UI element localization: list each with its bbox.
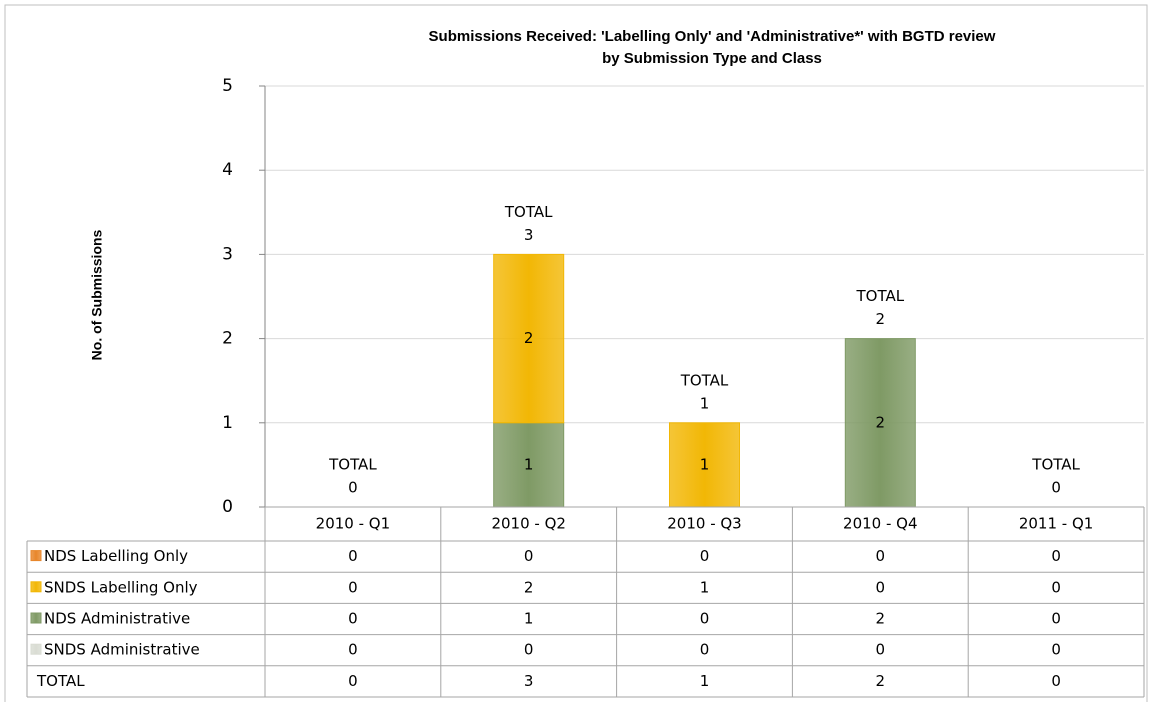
y-tick-label: 4: [222, 160, 233, 180]
table-cell: 0: [348, 610, 358, 628]
table-row-label: TOTAL: [36, 672, 85, 690]
data-label: 1: [524, 455, 534, 473]
table-cell: 0: [348, 641, 358, 659]
legend-label: SNDS Labelling Only: [44, 578, 198, 596]
table-cell: 0: [1051, 641, 1061, 659]
x-tick-label: 2010 - Q4: [843, 515, 917, 533]
y-tick-label: 0: [222, 497, 233, 517]
table-cell: 3: [524, 672, 534, 690]
table-cell: 2: [876, 672, 886, 690]
chart-title: Submissions Received: 'Labelling Only' a…: [429, 28, 996, 45]
legend-label: NDS Administrative: [44, 610, 190, 628]
bar-segment: [669, 422, 740, 508]
table-cell: 1: [700, 578, 710, 596]
total-value: 0: [348, 479, 358, 497]
table-cell: 0: [1051, 672, 1061, 690]
table-cell: 0: [700, 547, 710, 565]
x-tick-label: 2010 - Q2: [491, 515, 565, 533]
total-label: TOTAL: [504, 203, 553, 221]
total-value: 1: [700, 394, 710, 412]
bar-segment: [493, 422, 565, 508]
total-label: TOTAL: [856, 287, 905, 305]
bar-segment: [493, 253, 565, 424]
x-tick-label: 2010 - Q1: [316, 515, 390, 533]
y-axis-label: No. of Submissions: [89, 229, 105, 360]
data-label: 2: [876, 413, 886, 431]
x-tick-label: 2011 - Q1: [1019, 515, 1093, 533]
legend-swatch: [30, 550, 42, 562]
data-label: 2: [524, 329, 534, 347]
total-value: 0: [1051, 479, 1061, 497]
legend-swatch: [30, 612, 42, 624]
table-cell: 2: [876, 610, 886, 628]
legend-label: SNDS Administrative: [44, 641, 200, 659]
table-cell: 0: [876, 547, 886, 565]
table-cell: 0: [348, 578, 358, 596]
y-tick-label: 5: [222, 76, 233, 96]
y-tick-label: 3: [222, 244, 233, 264]
table-cell: 0: [1051, 610, 1061, 628]
table-cell: 0: [700, 641, 710, 659]
table-cell: 1: [700, 672, 710, 690]
table-cell: 0: [348, 672, 358, 690]
legend-swatch: [30, 581, 42, 593]
table-cell: 0: [348, 547, 358, 565]
table-cell: 0: [876, 641, 886, 659]
table-cell: 0: [524, 547, 534, 565]
x-tick-label: 2010 - Q3: [667, 515, 741, 533]
total-label: TOTAL: [1031, 456, 1080, 474]
total-value: 3: [524, 226, 534, 244]
legend-label: NDS Labelling Only: [44, 547, 188, 565]
legend-swatch: [30, 643, 42, 655]
frame: [4, 4, 1148, 702]
table-cell: 0: [876, 578, 886, 596]
table-cell: 1: [524, 610, 534, 628]
table-cell: 0: [700, 610, 710, 628]
table-cell: 0: [1051, 578, 1061, 596]
y-tick-label: 1: [222, 413, 233, 433]
chart-subtitle: by Submission Type and Class: [602, 50, 822, 67]
table-cell: 0: [524, 641, 534, 659]
total-label: TOTAL: [328, 456, 377, 474]
y-tick-label: 2: [222, 329, 233, 349]
data-label: 1: [700, 455, 710, 473]
total-value: 2: [876, 310, 886, 328]
table-cell: 0: [1051, 547, 1061, 565]
table-cell: 2: [524, 578, 534, 596]
total-label: TOTAL: [680, 371, 729, 389]
